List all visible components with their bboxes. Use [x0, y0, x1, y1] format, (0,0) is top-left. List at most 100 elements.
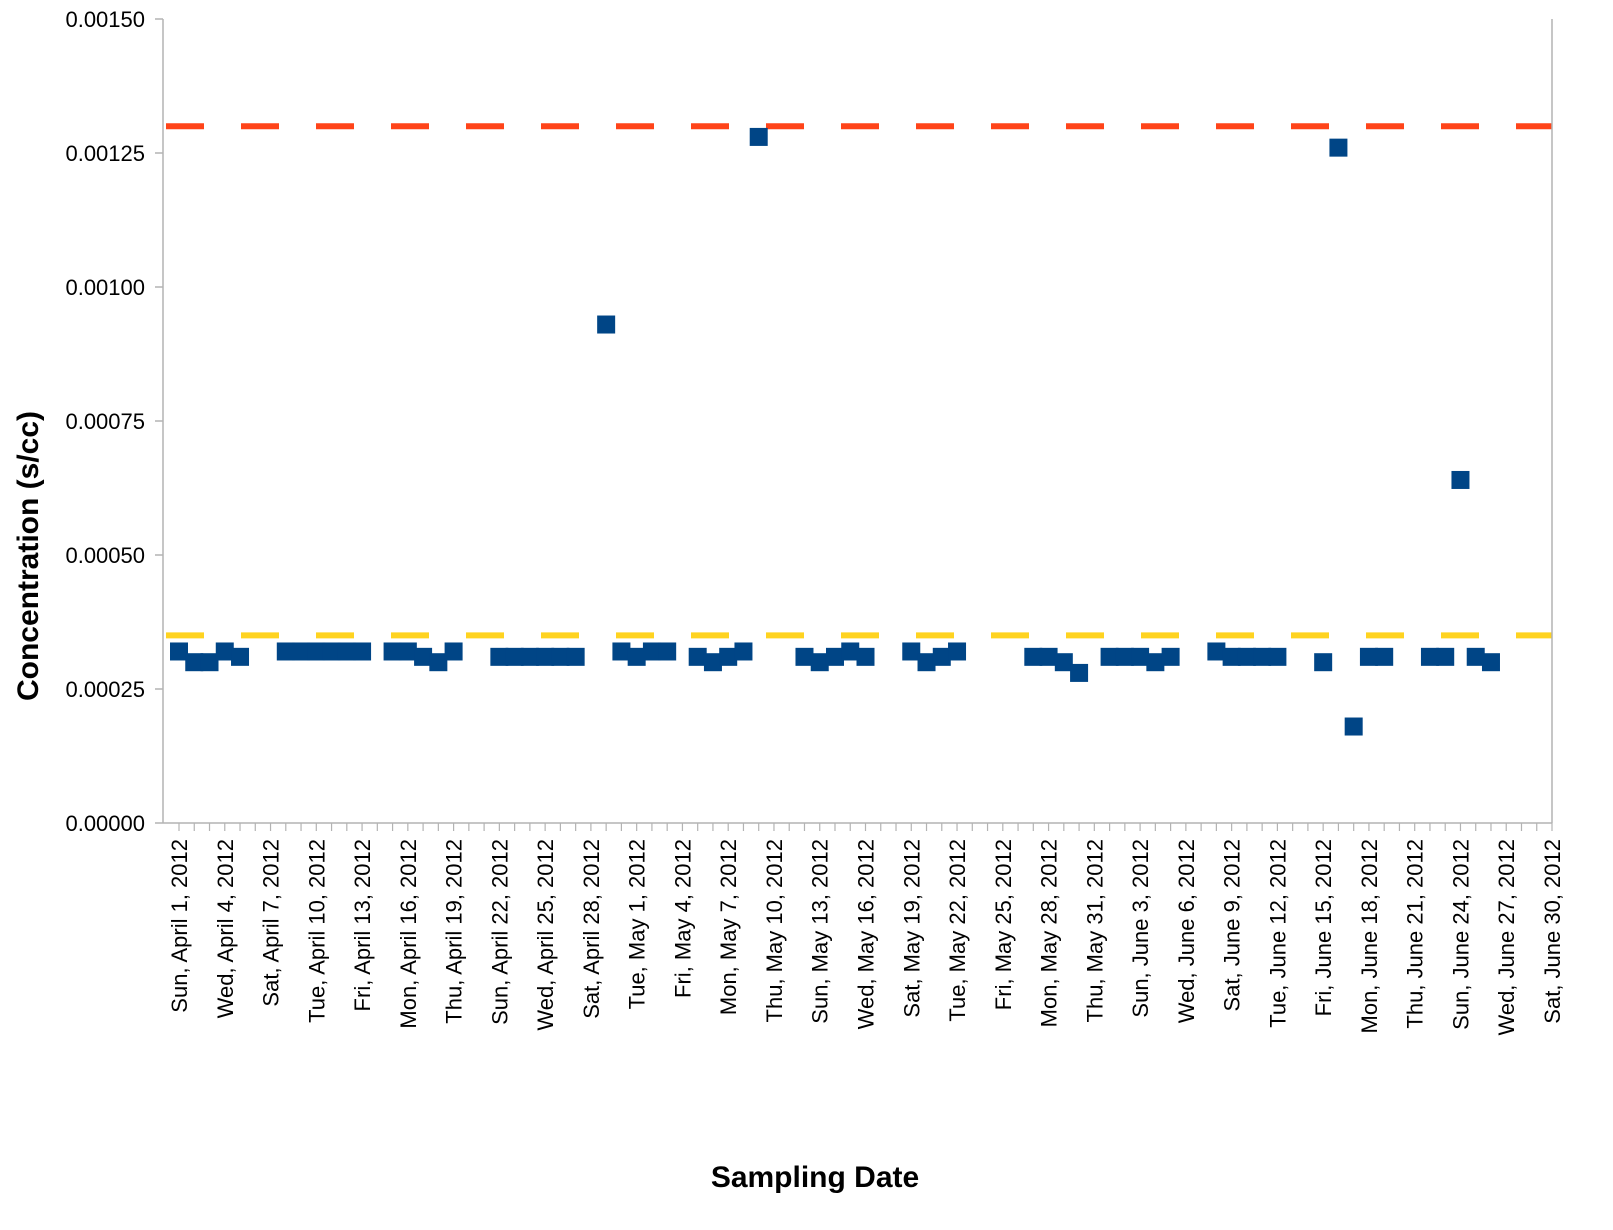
- data-point: [810, 653, 829, 672]
- x-tick-label: Fri, June 15, 2012: [1311, 839, 1336, 1016]
- data-point: [505, 647, 524, 666]
- data-point: [1115, 647, 1134, 666]
- data-point: [170, 642, 188, 661]
- data-point: [1359, 647, 1378, 666]
- data-point: [642, 642, 661, 661]
- x-tick-label: Thu, May 31, 2012: [1082, 839, 1107, 1022]
- x-tick-label: Wed, June 6, 2012: [1174, 839, 1199, 1023]
- x-tick-label: Sat, May 19, 2012: [899, 839, 924, 1018]
- x-tick-label: Sat, April 28, 2012: [579, 839, 604, 1019]
- x-tick-label: Mon, May 7, 2012: [716, 839, 741, 1015]
- data-point: [932, 647, 951, 666]
- x-tick-label: Sun, June 24, 2012: [1448, 839, 1473, 1030]
- data-point: [902, 642, 921, 661]
- data-point: [1131, 647, 1150, 666]
- data-point: [1314, 653, 1333, 672]
- data-point: [1420, 647, 1439, 666]
- x-tick-label: Sat, June 30, 2012: [1540, 839, 1565, 1024]
- data-point: [734, 642, 753, 661]
- data-point: [490, 647, 509, 666]
- x-tick-label: Sat, April 7, 2012: [259, 839, 284, 1007]
- x-tick-label: Wed, June 27, 2012: [1494, 839, 1519, 1036]
- data-point: [383, 642, 402, 661]
- reference-lines: [166, 123, 1552, 639]
- data-point: [1237, 647, 1256, 666]
- data-point: [1207, 642, 1226, 661]
- data-point: [1253, 647, 1272, 666]
- data-point: [444, 642, 463, 661]
- y-tick-label: 0.00100: [65, 275, 145, 300]
- x-tick-label: Wed, May 16, 2012: [854, 839, 879, 1029]
- x-tick-label: Sun, May 13, 2012: [808, 839, 833, 1024]
- data-point: [1054, 653, 1073, 672]
- x-tick-label: Sat, June 9, 2012: [1220, 839, 1245, 1011]
- x-tick-label: Tue, May 1, 2012: [625, 839, 650, 1009]
- data-point: [1146, 653, 1165, 672]
- data-point: [292, 642, 311, 661]
- data-point: [1161, 647, 1180, 666]
- x-tick-label: Mon, April 16, 2012: [396, 839, 421, 1029]
- x-tick-label: Tue, April 10, 2012: [304, 839, 329, 1023]
- x-tick-label: Thu, May 10, 2012: [762, 839, 787, 1022]
- data-point: [353, 642, 372, 661]
- x-axis-title: Sampling Date: [711, 1161, 919, 1194]
- y-axis-title: Concentration (s/cc): [12, 411, 45, 701]
- x-tick-label: Tue, May 22, 2012: [945, 839, 970, 1022]
- y-tick-label: 0.00075: [65, 409, 145, 434]
- data-point: [612, 642, 631, 661]
- x-tick-label: Mon, May 28, 2012: [1037, 839, 1062, 1027]
- x-tick-label: Tue, June 12, 2012: [1265, 839, 1290, 1028]
- data-point: [231, 647, 250, 666]
- x-tick-label: Thu, April 19, 2012: [442, 839, 467, 1024]
- data-point: [703, 653, 722, 672]
- data-point: [749, 127, 768, 146]
- data-point: [856, 647, 875, 666]
- data-point: [1329, 138, 1348, 157]
- y-tick-label: 0.00050: [65, 543, 145, 568]
- x-tick-label: Fri, May 4, 2012: [670, 839, 695, 998]
- y-tick-label: 0.00025: [65, 677, 145, 702]
- data-point: [1375, 647, 1394, 666]
- data-point: [566, 647, 585, 666]
- x-tick-label: Mon, June 18, 2012: [1357, 839, 1382, 1033]
- data-point: [307, 642, 326, 661]
- data-point: [1451, 470, 1470, 489]
- x-tick-label: Fri, May 25, 2012: [991, 839, 1016, 1010]
- y-axis-ticks: 0.00000 0.00025 0.00050 0.00075 0.00100 0.001…: [65, 7, 163, 836]
- data-point: [688, 647, 707, 666]
- data-point: [337, 642, 356, 661]
- data-point: [719, 647, 738, 666]
- data-point: [276, 642, 295, 661]
- data-point: [322, 642, 341, 661]
- data-point: [627, 647, 646, 666]
- data-point: [414, 647, 433, 666]
- data-point: [1268, 647, 1287, 666]
- data-point: [825, 647, 844, 666]
- x-tick-label: Sun, June 3, 2012: [1128, 839, 1153, 1018]
- x-tick-label: Wed, April 4, 2012: [213, 839, 238, 1018]
- data-point: [1344, 717, 1363, 736]
- x-tick-label: Thu, June 21, 2012: [1403, 839, 1428, 1029]
- data-point: [917, 653, 936, 672]
- data-point: [551, 647, 570, 666]
- x-tick-label: Sun, April 22, 2012: [487, 839, 512, 1025]
- x-axis-ticks: Sun, April 1, 2012 Wed, April 4, 2012 Sat,…: [167, 823, 1565, 1036]
- x-tick-label: Sun, April 1, 2012: [167, 839, 192, 1013]
- data-point: [1100, 647, 1119, 666]
- data-point: [1024, 647, 1043, 666]
- data-point: [841, 642, 860, 661]
- data-point: [795, 647, 814, 666]
- data-point: [215, 642, 234, 661]
- y-tick-label: 0.00000: [65, 811, 145, 836]
- y-tick-label: 0.00125: [65, 141, 145, 166]
- data-point: [1466, 647, 1485, 666]
- data-point: [1436, 647, 1455, 666]
- data-point: [597, 315, 616, 334]
- y-tick-label: 0.00150: [65, 7, 145, 32]
- data-point: [429, 653, 448, 672]
- data-point: [1222, 647, 1241, 666]
- data-point: [1481, 653, 1500, 672]
- data-point: [536, 647, 555, 666]
- data-point: [948, 642, 967, 661]
